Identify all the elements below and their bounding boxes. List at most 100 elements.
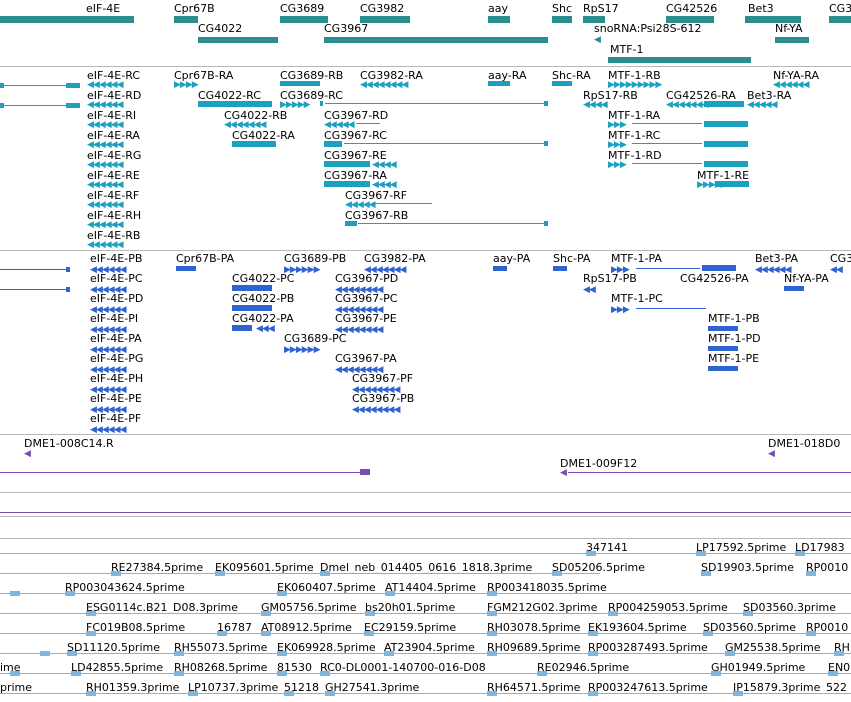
feature-bar[interactable]: [487, 631, 497, 636]
feature-bar[interactable]: [586, 551, 596, 556]
feature-bar[interactable]: [704, 121, 748, 127]
feature-label[interactable]: CG3967-RA: [324, 169, 387, 182]
feature-bar[interactable]: [174, 671, 184, 676]
feature-bar[interactable]: [708, 366, 738, 371]
feature-label[interactable]: CG3967-PF: [352, 372, 414, 385]
feature-label[interactable]: AT23904.5prime: [384, 641, 475, 654]
feature-bar[interactable]: [261, 631, 271, 636]
feature-bar[interactable]: [733, 691, 743, 696]
feature-label[interactable]: GM05756.5prime: [261, 601, 357, 614]
feature-bar[interactable]: [696, 551, 706, 556]
feature-label[interactable]: MTF-1-RC: [608, 129, 661, 142]
feature-label[interactable]: CG4022-RA: [232, 129, 295, 142]
feature-label[interactable]: EC29159.5prime: [364, 621, 457, 634]
feature-bar[interactable]: [666, 16, 714, 23]
feature-bar[interactable]: [324, 37, 548, 43]
feature-label[interactable]: ESG0114c.B21_D08.3prime: [86, 601, 239, 614]
feature-label[interactable]: CG3689-PC: [284, 332, 347, 345]
feature-bar[interactable]: [384, 651, 394, 656]
feature-bar[interactable]: [743, 611, 753, 616]
feature-label[interactable]: CG3967-RB: [345, 209, 409, 222]
feature-bar[interactable]: [784, 286, 804, 291]
feature-bar[interactable]: [320, 671, 330, 676]
feature-bar[interactable]: [320, 571, 330, 576]
feature-label[interactable]: RpS17-RB: [583, 89, 638, 102]
feature-label[interactable]: CG3967-PE: [335, 312, 397, 325]
feature-label[interactable]: RE27384.5prime: [111, 561, 204, 574]
feature-label[interactable]: FGM212G02.3prime: [487, 601, 598, 614]
feature-label[interactable]: GH01949.5prime: [711, 661, 806, 674]
feature-label[interactable]: RH55073.5prime: [174, 641, 268, 654]
feature-label[interactable]: LD17983: [795, 541, 845, 554]
feature-label[interactable]: AT08912.5prime: [261, 621, 352, 634]
feature-label[interactable]: MTF-1: [610, 43, 644, 56]
feature-label[interactable]: Shc-PA: [553, 252, 591, 265]
feature-bar[interactable]: [232, 285, 272, 291]
feature-label[interactable]: RC0-DL0001-140700-016-D08: [320, 661, 486, 674]
feature-label[interactable]: EK060407.5prime: [277, 581, 376, 594]
feature-bar[interactable]: [284, 691, 294, 696]
feature-label[interactable]: eIF-4E-RC: [87, 69, 141, 82]
feature-label[interactable]: MTF-1-PB: [708, 312, 760, 325]
feature-bar[interactable]: [10, 591, 20, 596]
feature-label[interactable]: CG4022-RC: [198, 89, 261, 102]
feature-bar[interactable]: [198, 37, 278, 43]
feature-bar[interactable]: [704, 141, 748, 147]
feature-bar[interactable]: [280, 81, 320, 86]
feature-label[interactable]: EN0: [828, 661, 851, 674]
feature-label[interactable]: CG3967-PD: [335, 272, 399, 285]
feature-label[interactable]: 522: [826, 681, 847, 694]
feature-label[interactable]: AT14404.5prime: [385, 581, 476, 594]
feature-label[interactable]: MTF-1-RB: [608, 69, 661, 82]
feature-bar[interactable]: [365, 611, 375, 616]
feature-bar[interactable]: [232, 141, 276, 147]
feature-label[interactable]: RP003287493.5prime: [588, 641, 708, 654]
feature-label[interactable]: CG4022-PA: [232, 312, 294, 325]
feature-bar[interactable]: [828, 671, 838, 676]
feature-bar[interactable]: [86, 691, 96, 696]
feature-label[interactable]: 81530: [277, 661, 312, 674]
feature-label[interactable]: RpS17: [583, 2, 619, 15]
feature-label[interactable]: eIF-4E-PE: [90, 392, 142, 405]
feature-bar[interactable]: [66, 267, 70, 272]
feature-label[interactable]: RP004259053.5prime: [608, 601, 728, 614]
feature-label[interactable]: eIF-4E-RB: [87, 229, 141, 242]
feature-bar[interactable]: [588, 651, 598, 656]
feature-label[interactable]: RP003418035.5prime: [487, 581, 607, 594]
feature-label[interactable]: MTF-1-PE: [708, 352, 760, 365]
feature-label[interactable]: CG3967-RF: [345, 189, 408, 202]
feature-label[interactable]: CG3982-PA: [364, 252, 426, 265]
feature-bar[interactable]: [544, 221, 548, 226]
feature-label[interactable]: MTF-1-RD: [608, 149, 662, 162]
feature-bar[interactable]: [795, 551, 805, 556]
feature-label[interactable]: Nf-YA: [775, 22, 803, 35]
feature-label[interactable]: aay-RA: [488, 69, 527, 82]
feature-label[interactable]: SD03560.3prime: [743, 601, 836, 614]
feature-label[interactable]: eIF-4E: [86, 2, 121, 15]
feature-label[interactable]: CG3689-RC: [280, 89, 343, 102]
feature-label[interactable]: CG3967-PC: [335, 292, 398, 305]
feature-label[interactable]: LP10737.3prime: [188, 681, 279, 694]
feature-bar[interactable]: [67, 651, 77, 656]
feature-label[interactable]: eIF-4E-PA: [90, 332, 142, 345]
feature-label[interactable]: eIF-4E-PI: [90, 312, 139, 325]
feature-bar[interactable]: [715, 181, 749, 187]
feature-label[interactable]: CG3982-RA: [360, 69, 423, 82]
feature-label[interactable]: CG3689: [280, 2, 325, 15]
feature-bar[interactable]: [324, 161, 370, 167]
feature-bar[interactable]: [553, 266, 567, 271]
feature-bar[interactable]: [198, 101, 272, 107]
feature-bar[interactable]: [701, 571, 711, 576]
feature-label[interactable]: prime: [0, 681, 33, 694]
feature-label[interactable]: RP0010: [806, 561, 849, 574]
feature-bar[interactable]: [232, 305, 272, 311]
feature-bar[interactable]: [608, 57, 751, 63]
feature-label[interactable]: CG3967-RC: [324, 129, 387, 142]
feature-label[interactable]: IP15879.3prime: [733, 681, 821, 694]
feature-bar[interactable]: [544, 141, 548, 146]
feature-label[interactable]: RP003247613.5prime: [588, 681, 708, 694]
feature-bar[interactable]: [488, 16, 510, 23]
feature-label[interactable]: eIF-4E-PG: [90, 352, 144, 365]
feature-label[interactable]: Nf-YA-PA: [784, 272, 829, 285]
feature-label[interactable]: CG42526: [666, 2, 718, 15]
